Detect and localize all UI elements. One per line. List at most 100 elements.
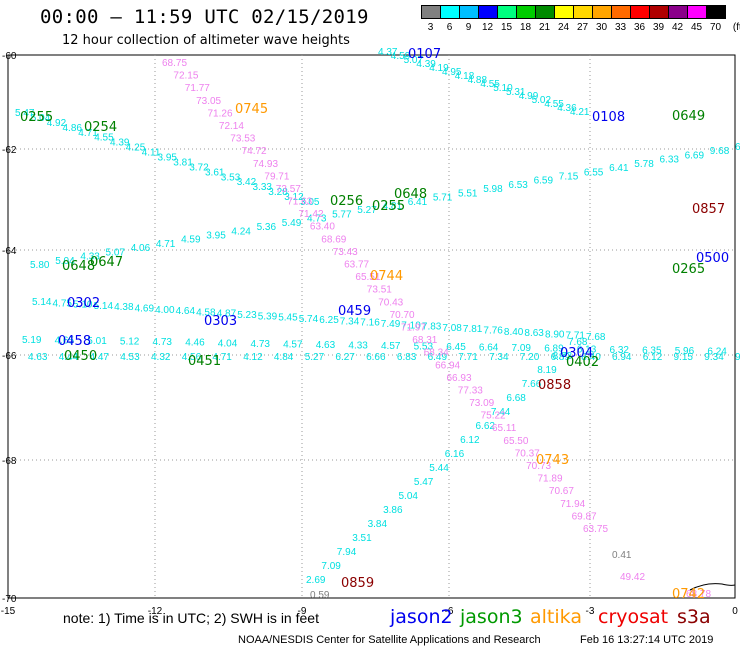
wave-height-value: 6.33	[660, 155, 680, 166]
wave-height-value: 6.16	[445, 449, 465, 460]
wave-height-value: 65.11	[492, 423, 517, 434]
wave-height-value: 4.73	[307, 214, 327, 225]
wave-height-value: 71.94	[560, 499, 585, 510]
wave-height-value: 7.16	[360, 318, 380, 329]
legend-label-12: 12	[481, 22, 494, 33]
wave-height-value: 6.59	[534, 176, 554, 187]
wave-height-value: 5.36	[257, 222, 277, 233]
pass-time-label: 0648	[394, 187, 427, 202]
wave-height-value: 9.15	[674, 352, 694, 363]
wave-height-value: 4.39	[416, 59, 436, 70]
wave-height-value: 77.33	[458, 386, 483, 397]
wave-height-value: 5.04	[31, 113, 51, 124]
legend-label-6: 6	[446, 22, 453, 33]
wave-height-value: 4.84	[274, 352, 294, 363]
pass-time-label: 0451	[188, 354, 221, 369]
wave-height-value: 4.56	[182, 352, 202, 363]
wave-height-value: 4.87	[217, 309, 237, 320]
wave-height-value: 8.90	[545, 329, 565, 340]
wave-height-value: 4.37	[378, 47, 398, 58]
wave-height-value: 4.69	[135, 304, 155, 315]
wave-height-value: 7.66	[522, 379, 542, 390]
wave-height-value: 66.94	[435, 360, 460, 371]
wave-height-value: 4.63	[28, 352, 48, 363]
wave-height-value: 4.65	[55, 336, 75, 347]
wave-height-value: 4.53	[120, 352, 140, 363]
lon-tick-label: -6	[445, 606, 454, 617]
wave-height-value: 0.41	[612, 550, 632, 561]
wave-height-value: 3.12	[284, 192, 304, 203]
wave-height-value: 4.21	[570, 107, 590, 118]
lat-tick-label: -70	[2, 594, 17, 605]
pass-time-label: 0647	[90, 255, 123, 270]
wave-height-value: 5.04	[399, 491, 419, 502]
wave-height-value: 4.63	[316, 340, 336, 351]
wave-height-value: 9.34	[704, 352, 724, 363]
lat-tick-label: -68	[2, 456, 17, 467]
wave-height-value: 6.69	[685, 150, 705, 161]
wave-height-value: 4.46	[185, 338, 205, 349]
wave-height-value: 3.61	[205, 167, 225, 178]
wave-height-value: 5.27	[357, 205, 377, 216]
track-s3a-track-1: 0.59 0.41	[310, 550, 632, 601]
wave-height-value: 0.59	[310, 590, 330, 601]
pass-time-label: 0458	[58, 334, 91, 349]
wave-height-value: 4.73	[153, 337, 173, 348]
wave-height-value: 3.42	[237, 177, 257, 188]
track-jason2-track-2: 5.14 4.75 5.10 5.14 4.38 4.69 4.00 4.64 4.58 4.87…	[32, 297, 606, 343]
wave-height-value: 3.81	[173, 157, 193, 168]
wave-height-value: 72.15	[173, 71, 198, 82]
wave-height-value: 5.74	[299, 314, 319, 325]
wave-height-value: 4.81	[383, 201, 403, 212]
wave-height-value: 4.38	[114, 302, 134, 313]
page-subtitle: 12 hour collection of altimeter wave hei…	[62, 33, 350, 48]
track-altika-track-2: 49.42 68.78	[620, 572, 711, 600]
wave-height-value: 7.34	[489, 352, 509, 363]
wave-height-value: 5.53	[414, 342, 434, 353]
lon-tick-label: -3	[586, 606, 595, 617]
wave-height-value: 6.27	[335, 352, 355, 363]
wave-height-value: 4.19	[429, 63, 449, 74]
pass-time-label: 0744	[370, 269, 403, 284]
wave-height-value: 4.12	[243, 352, 263, 363]
wave-height-value: 7.10	[401, 320, 421, 331]
wave-height-value: 70.37	[515, 448, 540, 459]
wave-height-value: 5.14	[94, 301, 114, 312]
track-jason3-track-3: 4.63 4.44 4.47 4.53 4.32 4.56 4.71 4.12 4.84 5.27…	[28, 352, 740, 363]
track-jason2-track-1: 4.374.595.074.394.194.954.184.884.555.10…	[378, 47, 590, 118]
wave-height-value: 6.55	[584, 167, 604, 178]
legend-label-33: 33	[614, 22, 627, 33]
wave-height-value: 4.25	[126, 143, 146, 154]
coastline	[689, 583, 736, 591]
wave-height-value: 4.47	[90, 352, 110, 363]
map-grid	[7, 54, 736, 599]
wave-height-value: 63.77	[344, 260, 369, 271]
legend-label-3: 3	[427, 22, 434, 33]
track-jason2-track-3: 5.19 4.65 5.01 5.12 4.73 4.46 4.04 4.73 4.57 4.63…	[22, 335, 727, 358]
wave-height-value: 4.71	[156, 239, 176, 250]
wave-height-value: 69.87	[572, 511, 597, 522]
wave-height-value: 4.86	[63, 123, 83, 134]
wave-height-value: 73.51	[367, 285, 392, 296]
wave-height-value: 4.24	[231, 226, 251, 237]
satellite-jason3: jason3	[460, 606, 523, 628]
wave-height-value: 6.12	[460, 435, 480, 446]
lat-tick-label: -64	[2, 246, 17, 257]
wave-height-value: 79.71	[264, 171, 289, 182]
wave-height-value: 8.40	[504, 327, 524, 338]
wave-height-value: 6.13	[577, 344, 597, 355]
satellite-tracks: 4.374.595.074.394.194.954.184.884.555.10…	[15, 47, 740, 601]
wave-height-value: 6.53	[508, 180, 528, 191]
wave-height-value: 5.49	[282, 218, 302, 229]
pass-time-label: 0742	[672, 587, 705, 602]
credit-line: NOAA/NESDIS Center for Satellite Applica…	[238, 634, 541, 646]
wave-height-value: 6.68	[506, 393, 526, 404]
pass-time-label: 0303	[204, 314, 237, 329]
pass-time-label: 0402	[566, 355, 599, 370]
satellite-jason2: jason2	[390, 606, 453, 628]
wave-height-value: 73.57	[276, 184, 301, 195]
wave-height-value: 2.69	[306, 575, 326, 586]
wave-height-value: 5.02	[532, 95, 552, 106]
wave-height-value: 4.59	[391, 51, 411, 62]
pass-time-label: 0255	[20, 110, 53, 125]
